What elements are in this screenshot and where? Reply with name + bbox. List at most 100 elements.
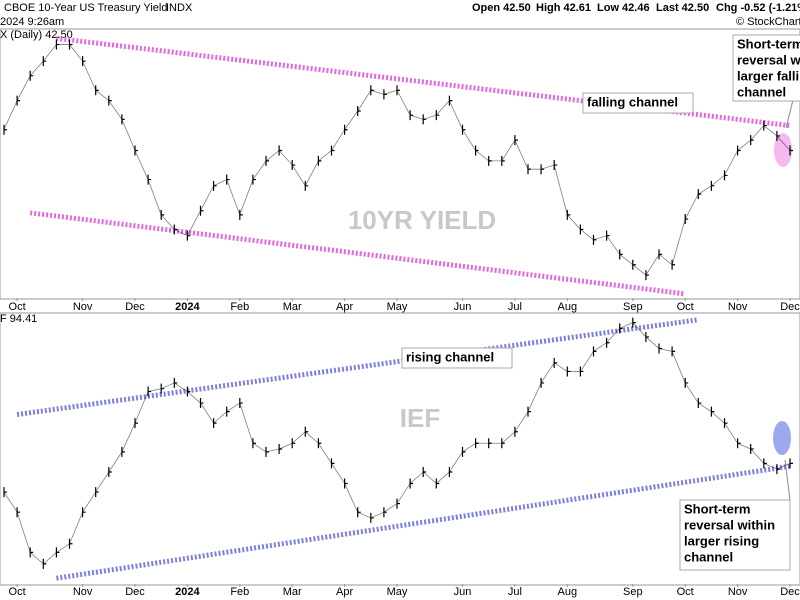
x-tick-label: Nov: [73, 586, 93, 598]
x-tick-label: Mar: [283, 586, 302, 598]
price-bar: [501, 438, 505, 449]
price-bar: [789, 145, 793, 156]
price-bar: [239, 398, 243, 409]
price-bar: [789, 458, 793, 469]
source: © StockCharts.com: [736, 16, 800, 28]
x-tick-label: Nov: [728, 586, 748, 598]
price-bar: [540, 164, 545, 175]
price-bar: [606, 337, 610, 348]
price-bar: [671, 346, 676, 357]
price-bar: [592, 234, 597, 245]
price-bar: [396, 85, 400, 96]
price-bar: [291, 160, 296, 171]
price-bar: [553, 160, 558, 171]
price-bar: [134, 418, 138, 429]
price-bar: [82, 56, 86, 67]
price-bar: [409, 110, 414, 121]
price-bar: [186, 386, 191, 397]
price-bar: [422, 114, 427, 125]
price-bar: [291, 438, 296, 449]
price-bar: [265, 155, 269, 166]
price-bar: [488, 155, 492, 166]
price-bar: [566, 366, 571, 377]
price-bar: [357, 507, 361, 518]
x-tick-label: Oct: [9, 586, 26, 598]
price-bar: [448, 466, 453, 477]
price-bar: [737, 438, 741, 449]
price-bar: [475, 438, 479, 449]
price-bar: [632, 259, 636, 270]
exchange: INDX: [166, 2, 193, 14]
price-bar: [252, 438, 256, 449]
annotation-text: channel: [684, 549, 733, 564]
panel-label: X (Daily) 42.50: [0, 29, 73, 41]
price-bar: [750, 135, 754, 146]
x-tick-label: Jul: [508, 586, 522, 598]
price-bar: [317, 438, 322, 449]
annotation-text: falling channel: [587, 94, 678, 109]
price-bar: [252, 174, 256, 185]
price-bar: [213, 418, 217, 429]
price-bar: [55, 547, 60, 558]
x-tick-label: Oct: [677, 586, 694, 598]
price-bar: [579, 224, 584, 235]
x-tick-label: Sep: [623, 301, 643, 313]
annotation-text: rising channel: [406, 349, 494, 364]
price-bar: [383, 507, 387, 518]
annotation-text: larger falling: [737, 68, 800, 83]
annotation-text: Short-term: [684, 501, 750, 516]
quote-item: Chg -0.52 (-1.21%): [716, 2, 800, 14]
price-bar: [763, 120, 767, 131]
marker: [773, 421, 791, 455]
price-bar: [619, 323, 623, 334]
price-bar: [186, 230, 191, 241]
price-bar: [213, 180, 217, 191]
price-bar: [370, 512, 374, 523]
title: CBOE 10-Year US Treasury Yield: [4, 2, 167, 14]
x-tick-label: Aug: [558, 586, 578, 598]
price-bar: [684, 377, 689, 388]
price-bar: [173, 224, 178, 235]
price-bar: [304, 426, 309, 437]
annotation-text: channel: [737, 84, 786, 99]
price-bar: [645, 331, 649, 342]
price-bar: [514, 426, 518, 437]
x-tick-label: Nov: [73, 301, 93, 313]
time: 2024 9:26am: [0, 16, 64, 28]
price-bar: [29, 70, 34, 81]
channel-line: [16, 317, 699, 418]
price-bar: [501, 155, 505, 166]
x-tick-label: Jul: [508, 301, 522, 313]
x-tick-label: Mar: [283, 301, 302, 313]
price-bar: [29, 547, 34, 558]
price-bar: [278, 145, 283, 156]
x-tick-label: Jun: [454, 586, 472, 598]
price-bar: [278, 444, 283, 454]
price-bar: [763, 458, 767, 469]
x-tick-label: 2024: [175, 301, 200, 313]
price-bar: [553, 357, 558, 368]
price-bar: [370, 85, 374, 96]
x-tick-label: May: [387, 586, 408, 598]
x-tick-label: Oct: [9, 301, 26, 313]
price-bar: [776, 464, 780, 475]
price-bar: [330, 458, 335, 469]
price-bar: [645, 270, 649, 281]
price-bar: [68, 39, 73, 50]
x-tick-label: 2024: [175, 586, 200, 598]
channel-line: [56, 35, 791, 129]
price-bar: [606, 230, 610, 241]
price-bar: [199, 205, 204, 216]
x-tick-label: Dec: [780, 586, 800, 598]
price-bar: [55, 39, 60, 50]
price-bar: [540, 377, 545, 388]
price-bar: [42, 56, 47, 67]
price-bar: [317, 155, 322, 166]
price-bar: [723, 170, 728, 181]
price-bar: [697, 398, 702, 409]
price-bar: [488, 438, 492, 449]
quote-item: Last 42.50: [656, 2, 709, 14]
price-bar: [357, 106, 361, 117]
price-bar: [592, 346, 597, 357]
price-bar: [527, 164, 531, 175]
